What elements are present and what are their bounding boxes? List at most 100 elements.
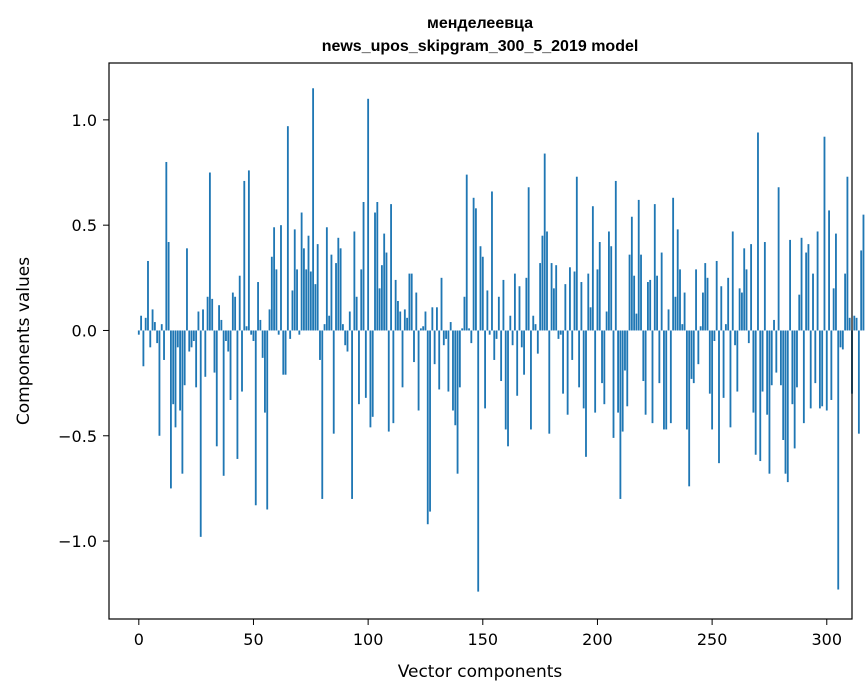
bar [610, 246, 613, 331]
bar [582, 330, 585, 409]
bar [557, 330, 560, 339]
y-tick-label: −0.5 [58, 427, 97, 446]
bar [140, 315, 143, 331]
bar [729, 330, 732, 428]
bar [598, 242, 601, 331]
bar [231, 292, 234, 331]
bar [656, 275, 658, 331]
bar [151, 309, 154, 331]
bar [378, 288, 381, 331]
bar [704, 263, 707, 331]
bar [415, 292, 418, 331]
bar [532, 315, 535, 331]
bar [720, 286, 723, 331]
bar [711, 330, 714, 430]
bar [589, 307, 592, 331]
bar [149, 330, 152, 348]
bar [614, 180, 617, 331]
bar [183, 330, 186, 386]
bar [371, 330, 374, 417]
bar [745, 269, 748, 331]
bar [773, 319, 775, 331]
bar [667, 309, 670, 331]
bar [438, 330, 441, 390]
bar [348, 311, 351, 331]
bar [163, 330, 165, 360]
bar [204, 330, 207, 377]
bar [229, 330, 232, 400]
bar [314, 284, 317, 331]
bar [679, 269, 681, 331]
bar [809, 330, 812, 409]
y-tick-label: 0.0 [72, 321, 97, 340]
bar [630, 216, 633, 331]
bar [170, 330, 172, 489]
bar [520, 330, 523, 348]
bar [747, 330, 750, 344]
chart-title-line1: менделеевца [427, 15, 533, 32]
bar [525, 277, 528, 331]
bar [633, 275, 636, 331]
bar [855, 317, 858, 331]
bar [779, 330, 782, 386]
bar [419, 328, 422, 331]
bar [651, 330, 654, 424]
bar [743, 248, 746, 331]
bar [578, 330, 581, 388]
bar [392, 330, 395, 424]
bar [495, 330, 498, 339]
bar [426, 330, 429, 525]
bar [273, 227, 276, 331]
bar [697, 330, 700, 365]
plot-frame [108, 62, 853, 620]
bar [619, 330, 622, 499]
x-tick-label: 100 [353, 630, 384, 649]
bar [513, 273, 516, 331]
bar [823, 136, 826, 331]
bar [857, 330, 860, 434]
bar [266, 330, 269, 510]
bar [332, 330, 335, 434]
bar [440, 277, 443, 331]
bar [768, 330, 771, 474]
bar [351, 330, 353, 499]
bar [509, 315, 512, 331]
bar [548, 330, 551, 434]
bar [793, 330, 796, 449]
bar [754, 330, 757, 455]
bar [617, 330, 620, 413]
bar [259, 319, 262, 331]
bar [358, 330, 360, 405]
bar [523, 330, 525, 375]
bar [458, 330, 461, 388]
bar [413, 330, 415, 363]
bar [692, 330, 695, 384]
bar [225, 330, 227, 341]
bar [369, 330, 372, 428]
bar [335, 263, 337, 331]
bar [585, 330, 587, 457]
bar [142, 330, 145, 367]
x-tick-label: 200 [582, 630, 613, 649]
bar [275, 269, 278, 331]
bar [766, 330, 769, 415]
bar [325, 227, 328, 331]
chart-title-line2: news_upos_skipgram_300_5_2019 model [322, 38, 639, 55]
x-tick-label: 250 [697, 630, 728, 649]
bar [669, 330, 672, 424]
bar [147, 260, 149, 331]
bar [367, 98, 370, 331]
bar [663, 330, 665, 430]
bar [417, 330, 420, 411]
bar [796, 330, 798, 388]
bar [837, 330, 840, 590]
bar [571, 330, 574, 360]
bar [546, 231, 548, 331]
bar [853, 315, 856, 331]
bar [828, 210, 830, 331]
bar [362, 202, 365, 331]
bar [640, 254, 642, 331]
bar [364, 330, 367, 398]
bar [543, 153, 546, 331]
bar [261, 330, 264, 358]
